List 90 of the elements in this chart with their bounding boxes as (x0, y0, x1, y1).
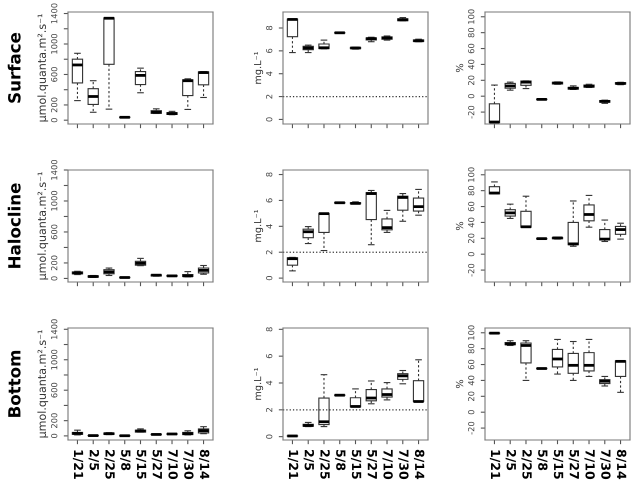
x-tick-label: 8/14 (414, 450, 424, 480)
x-tick-label: 7/10 (584, 450, 595, 480)
y-tick-label: 0 (468, 252, 474, 256)
x-tick-label: 1/21 (72, 450, 84, 479)
y-tick-label: 80 (468, 344, 474, 354)
y-tick-label: 20 (468, 392, 474, 402)
x-tick-label: 7/30 (600, 450, 611, 480)
x-tick-label: 7/30 (183, 450, 194, 480)
y-tick-label: 8 (266, 327, 272, 332)
y-tick-label: 0 (468, 94, 474, 98)
y-tick-label: 0 (468, 410, 474, 414)
y-axis-title: μmol.quanta.m².s⁻¹ (37, 330, 48, 438)
text: Surface (8, 32, 21, 103)
x-tick-label: 5/8 (120, 450, 131, 470)
x-tick-label: 5/15 (350, 450, 362, 479)
x-tick-label: 5/27 (366, 450, 378, 479)
y-tick-label: 4 (266, 224, 272, 229)
y-tick-label: 600 (51, 224, 58, 240)
x-tick-label: 2/5 (506, 450, 516, 470)
y-tick-label: 6 (266, 48, 272, 53)
y-tick-label: 60 (468, 44, 474, 54)
y-tick-label: 8 (266, 26, 272, 30)
y-axis-title: % (456, 380, 464, 388)
x-tick-label: 5/8 (335, 450, 346, 470)
x-tick-label: 5/27 (152, 450, 162, 479)
x-tick-label: 2/5 (304, 450, 314, 470)
text: Bottom (8, 350, 21, 417)
y-axis-title: mg.L⁻¹ (254, 368, 264, 400)
x-tick-label: 1/21 (490, 450, 500, 479)
y-tick-label: 20 (468, 234, 474, 244)
y-tick-label: 6 (266, 198, 272, 202)
y-tick-label: 100 (468, 9, 474, 24)
y-tick-label: 40 (468, 218, 474, 228)
y-tick-label: 8 (266, 172, 272, 177)
y-tick-label: 40 (468, 60, 474, 70)
y-tick-label: 200 (51, 256, 58, 270)
y-tick-label: 0 (51, 118, 58, 122)
y-tick-label: 40 (468, 376, 474, 386)
y-axis-title: mg.L⁻¹ (254, 210, 264, 242)
y-tick-label: 0 (51, 434, 58, 438)
y-tick-label: 200 (51, 98, 58, 112)
y-axis-title: μmol.quanta.m².s⁻¹ (37, 14, 48, 122)
y-tick-label: 0 (266, 117, 272, 122)
y-tick-label: 2 (266, 94, 272, 99)
y-tick-label: -20 (468, 106, 474, 118)
y-tick-label: 1400 (51, 3, 58, 24)
x-tick-label: 1/21 (288, 450, 298, 479)
y-tick-label: 100 (468, 167, 474, 182)
y-tick-label: 1400 (51, 319, 58, 339)
x-tick-label: 7/30 (398, 450, 409, 480)
y-axis-title: % (456, 222, 464, 230)
y-tick-label: 20 (468, 76, 474, 86)
x-tick-label: 8/14 (198, 450, 210, 480)
x-tick-label: 5/15 (136, 450, 146, 479)
x-tick-label: 2/25 (104, 450, 115, 479)
y-tick-label: 600 (51, 67, 58, 82)
y-axis-title: mg.L⁻¹ (254, 52, 264, 84)
y-tick-label: 6 (266, 354, 272, 358)
y-tick-label: 600 (51, 382, 58, 398)
y-tick-label: 200 (51, 413, 58, 428)
y-tick-label: 2 (266, 250, 272, 254)
x-tick-label: 5/27 (568, 450, 580, 479)
y-tick-label: 2 (266, 408, 272, 412)
y-tick-label: 80 (468, 186, 474, 196)
x-tick-label: 2/25 (521, 450, 532, 479)
y-tick-label: 4 (266, 380, 272, 386)
x-tick-label: 7/10 (167, 450, 178, 480)
x-tick-label: 5/8 (537, 450, 548, 470)
y-tick-label: 80 (468, 28, 474, 38)
x-tick-label: 8/14 (616, 450, 626, 480)
y-tick-label: 1000 (51, 350, 58, 370)
y-tick-label: 0 (266, 434, 272, 439)
y-tick-label: 0 (266, 276, 272, 280)
y-tick-label: 1000 (51, 34, 58, 54)
y-tick-label: 100 (468, 325, 474, 340)
y-tick-label: 0 (51, 276, 58, 281)
y-tick-label: 1400 (51, 160, 58, 180)
x-tick-label: 2/25 (319, 450, 330, 479)
y-axis-title: % (456, 64, 464, 72)
y-tick-label: 60 (468, 360, 474, 370)
x-tick-label: 5/15 (552, 450, 564, 479)
y-tick-label: -20 (468, 422, 474, 434)
y-tick-label: 60 (468, 202, 474, 212)
y-tick-label: -20 (468, 264, 474, 276)
y-tick-label: 1000 (51, 190, 58, 211)
x-tick-label: 7/10 (382, 450, 393, 480)
y-axis-title: μmol.quanta.m².s⁻¹ (37, 172, 48, 280)
y-tick-label: 4 (266, 72, 272, 76)
text: Halocline (8, 183, 21, 268)
x-tick-label: 2/5 (88, 450, 100, 470)
